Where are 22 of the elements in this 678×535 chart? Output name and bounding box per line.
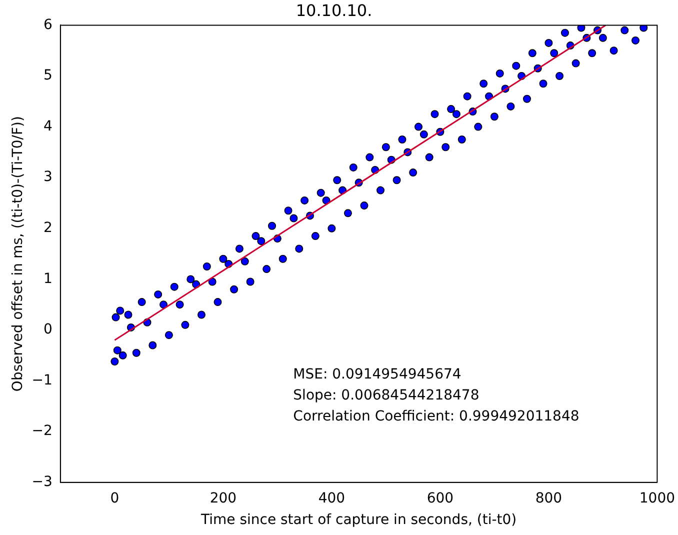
y-tick-label: 4 (44, 118, 53, 134)
annotation: Correlation Coefficient: 0.999492011848 (293, 408, 580, 425)
y-tick-label: 6 (44, 16, 53, 33)
y-tick-label: −3 (32, 474, 52, 490)
chart-title: 10.10.10. (296, 0, 372, 20)
x-tick-label: 400 (318, 490, 346, 506)
annotation: Slope: 0.00684544218478 (293, 388, 480, 404)
y-tick-label: 1 (44, 270, 52, 287)
y-tick-label: 3 (44, 169, 52, 186)
y-tick-label: 0 (44, 322, 52, 338)
x-tick-label: 600 (426, 490, 454, 506)
x-tick-label: 800 (535, 490, 562, 506)
x-tick-label: 0 (110, 490, 120, 506)
x-tick-label: 200 (210, 490, 237, 506)
y-tick-label: −1 (32, 372, 52, 388)
y-tick-label: −2 (32, 423, 52, 440)
y-tick-label: 2 (44, 220, 52, 236)
y-tick-label: 5 (44, 68, 52, 84)
annotation: MSE: 0.0914954945674 (293, 366, 462, 383)
x-axis-title: Time since start of capture in seconds, (ti-t0) (200, 512, 517, 528)
y-axis-title: Observed offset in ms, ((ti-t0)-(Ti-T0/F)) (10, 116, 26, 392)
x-tick-label: 1000 (639, 490, 676, 506)
